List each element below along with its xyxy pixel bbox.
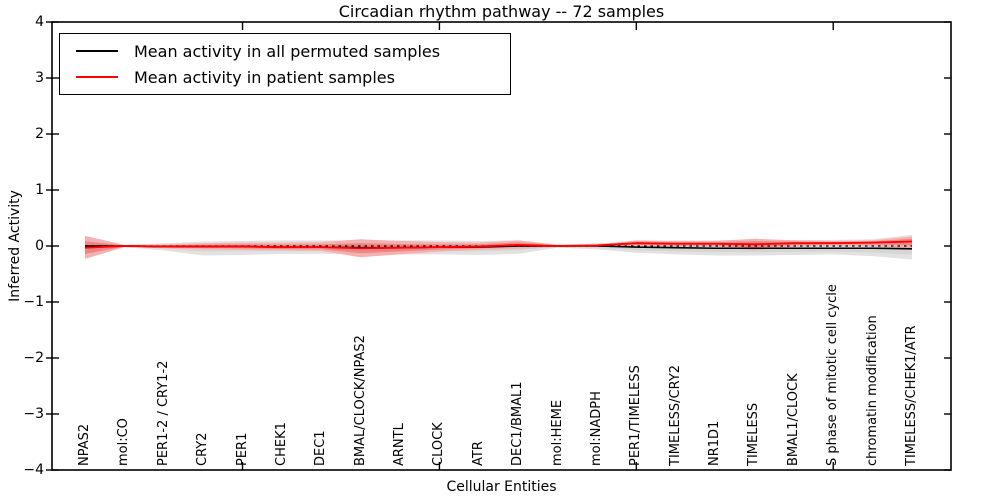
y-tick-label: 1	[35, 182, 44, 198]
x-tick-label: NR1D1	[707, 420, 723, 466]
x-tick-label: CLOCK	[431, 422, 447, 466]
x-tick-label: ARNTL	[392, 423, 408, 466]
y-tick-label: −3	[23, 406, 44, 422]
x-tick-label: chromatin modification	[864, 315, 880, 466]
x-tick-label: ATR	[470, 441, 486, 466]
legend-label-patient: Mean activity in patient samples	[134, 67, 395, 87]
x-tick-label: DEC1/BMAL1	[510, 381, 526, 467]
y-tick-label: 0	[35, 238, 44, 254]
x-tick-label: S phase of mitotic cell cycle	[825, 284, 841, 466]
x-tick-label: TIMELESS/CRY2	[667, 364, 683, 466]
legend-line-patient	[76, 76, 118, 78]
x-tick-label: PER1-2 / CRY1-2	[155, 360, 171, 466]
x-tick-label: TIMELESS	[746, 402, 762, 466]
legend-label-permuted: Mean activity in all permuted samples	[134, 41, 441, 61]
x-tick-label: BMAL/CLOCK/NPAS2	[352, 335, 368, 466]
x-tick-label: CRY2	[195, 432, 211, 467]
legend-line-permuted	[76, 50, 118, 52]
x-tick-label: mol:CO	[116, 418, 132, 466]
legend-item-permuted: Mean activity in all permuted samples	[76, 42, 510, 61]
legend: Mean activity in all permuted samples Me…	[59, 33, 511, 95]
y-tick-label: 2	[35, 126, 44, 142]
x-tick-label: DEC1	[313, 430, 329, 466]
x-tick-label: PER1/TIMELESS	[628, 365, 644, 466]
y-tick-label: −4	[23, 462, 44, 478]
x-axis-label: Cellular Entities	[446, 479, 557, 495]
x-tick-label: PER1	[234, 432, 250, 466]
legend-item-patient: Mean activity in patient samples	[76, 68, 510, 87]
y-tick-label: 3	[35, 70, 44, 86]
x-tick-label: mol:HEME	[549, 399, 565, 466]
x-tick-label: NPAS2	[77, 423, 92, 466]
x-tick-label: mol:NADPH	[588, 391, 604, 466]
x-tick-label: BMAL1/CLOCK	[785, 373, 801, 466]
y-tick-label: −1	[23, 294, 44, 310]
x-tick-label: TIMELESS/CHEK1/ATR	[904, 325, 919, 466]
y-tick-label: 4	[35, 14, 44, 30]
x-tick-label: CHEK1	[273, 422, 289, 466]
y-tick-label: −2	[23, 350, 44, 366]
patient-mean-line	[84, 240, 913, 250]
chart-title: Circadian rhythm pathway -- 72 samples	[338, 2, 665, 21]
